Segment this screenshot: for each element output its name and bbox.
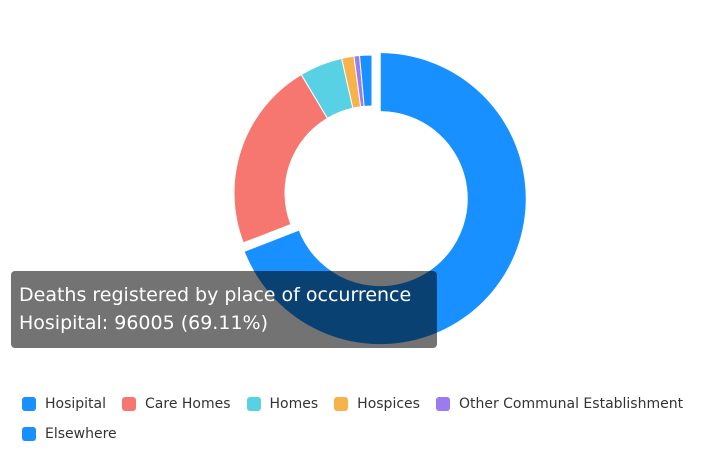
legend-label: Care Homes	[145, 396, 231, 412]
legend-label: Homes	[269, 396, 319, 412]
tooltip: Deaths registered by place of occurrence…	[11, 271, 437, 348]
legend-item-elsewhere[interactable]: Elsewhere	[22, 425, 117, 443]
tooltip-value: Hosipital: 96005 (69.11%)	[19, 312, 268, 334]
legend-swatch	[22, 427, 36, 441]
legend-item-homes[interactable]: Homes	[246, 395, 319, 413]
legend-swatch	[22, 397, 36, 411]
legend-swatch	[435, 397, 450, 411]
legend-swatch	[122, 397, 137, 411]
tooltip-title: Deaths registered by place of occurrence	[19, 284, 412, 306]
legend-item-hosipital[interactable]: Hosipital	[22, 395, 106, 413]
legend-swatch	[334, 397, 349, 411]
slice-elsewhere[interactable]	[358, 54, 373, 107]
legend-label: Hospices	[357, 396, 420, 412]
legend-item-care-homes[interactable]: Care Homes	[122, 395, 231, 413]
legend: Hosipital Care Homes Homes Hospices Other Co…	[22, 395, 706, 443]
legend-label: Elsewhere	[45, 426, 117, 442]
legend-item-other-communal-establishment[interactable]: Other Communal Establishment	[435, 395, 684, 413]
legend-item-hospices[interactable]: Hospices	[334, 395, 420, 413]
slice-care-homes[interactable]	[233, 73, 329, 244]
legend-label: Hosipital	[45, 396, 107, 412]
legend-label: Other Communal Establishment	[458, 396, 684, 412]
legend-swatch	[246, 397, 261, 411]
